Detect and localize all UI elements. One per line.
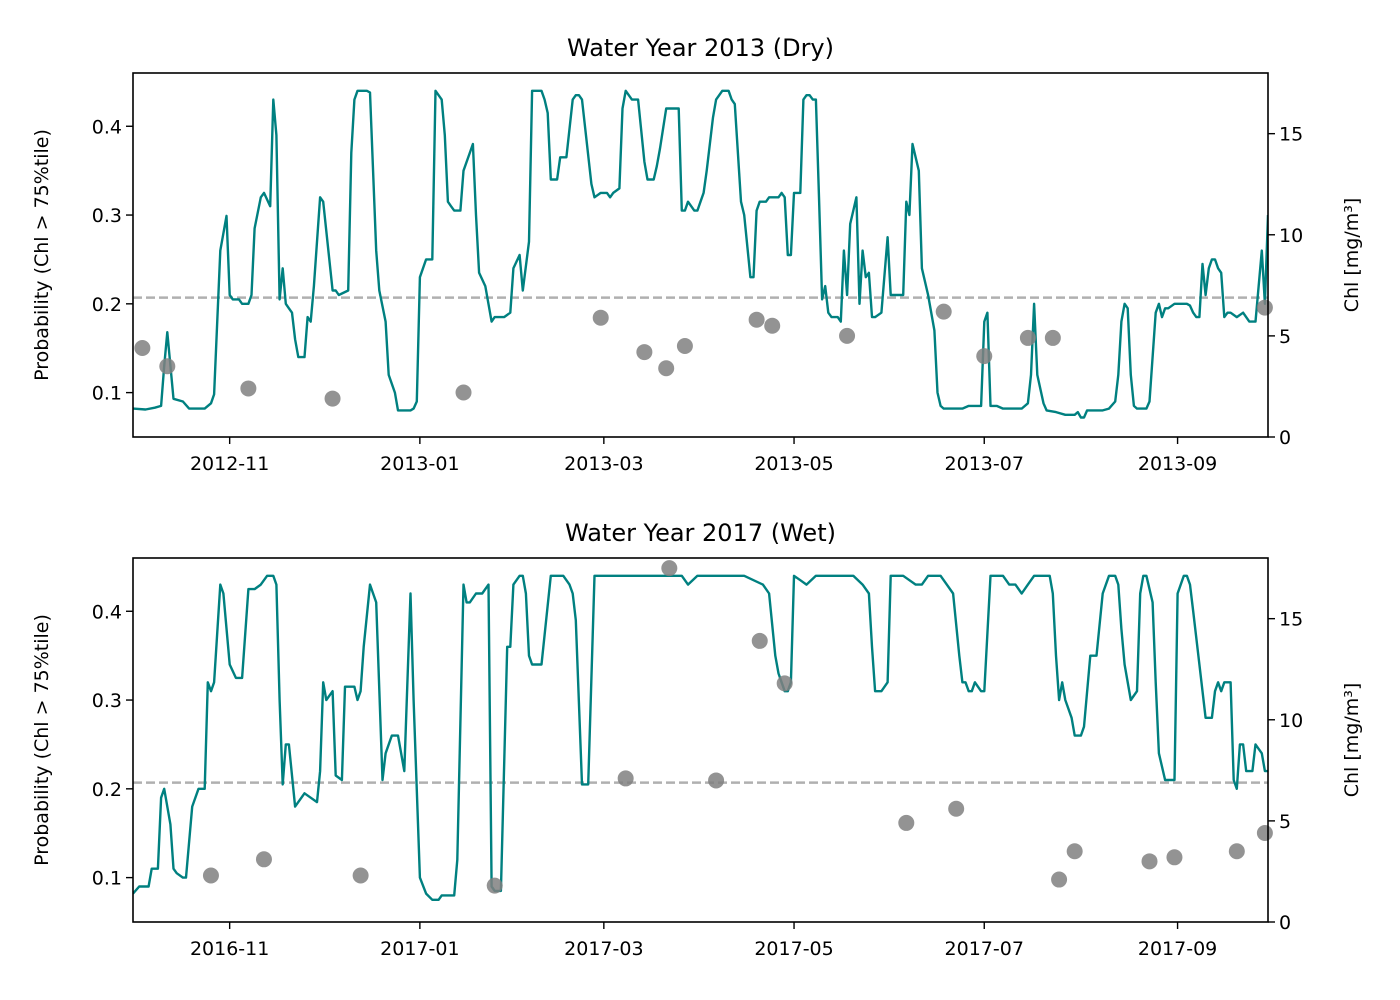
observation-point: [486, 877, 503, 894]
y-right-tick-label: 0: [1279, 912, 1291, 934]
observation-point: [948, 800, 965, 817]
observation-point: [708, 772, 725, 789]
y-tick-label: 0.4: [92, 601, 122, 623]
y-right-tick-label: 10: [1279, 710, 1303, 732]
observation-point: [1228, 843, 1245, 860]
y-right-tick-label: 5: [1279, 326, 1291, 348]
chart-title: Water Year 2017 (Wet): [565, 519, 836, 547]
y-tick-label: 0.4: [92, 116, 122, 138]
y-right-tick-label: 10: [1279, 225, 1303, 247]
y-axis-label: Probability (Chl > 75%tile): [31, 129, 53, 381]
y-tick-label: 0.1: [92, 383, 122, 405]
observation-point: [1019, 329, 1036, 346]
y-tick-label: 0.3: [92, 205, 122, 227]
observation-point: [1141, 853, 1158, 870]
x-tick-label: 2013-07: [945, 453, 1024, 475]
observation-point: [751, 632, 768, 649]
observation-point: [617, 770, 634, 787]
observation-point: [324, 390, 341, 407]
panel-water-year-2013: 0.1 0.2 0.3 0.4 0 5 10 15 2012-11 2013-01 2013-03 2…: [31, 34, 1363, 475]
x-tick-label: 2012-11: [190, 453, 269, 475]
x-tick-label: 2017-01: [380, 938, 459, 960]
observation-point: [676, 338, 693, 354]
y-right-tick-label: 5: [1279, 811, 1291, 833]
plot-frame: [132, 72, 1269, 438]
observation-point: [240, 380, 257, 397]
observation-point: [455, 384, 472, 401]
observation-point: [776, 675, 793, 692]
observation-point: [661, 560, 678, 577]
observation-point: [658, 360, 675, 377]
x-tick-label: 2016-11: [190, 938, 269, 960]
observation-point: [592, 309, 609, 326]
y-tick-label: 0.2: [92, 294, 122, 316]
observation-point: [255, 851, 272, 868]
panel-water-year-2017: 0.1 0.2 0.3 0.4 0 5 10 15 2016-11 2017-01 2017-03 2…: [31, 519, 1363, 960]
observation-point: [159, 358, 176, 375]
y-tick-label: 0.1: [92, 868, 122, 890]
observation-point: [976, 348, 993, 365]
observation-point: [764, 317, 781, 334]
y-tick-label: 0.2: [92, 779, 122, 801]
observation-point: [352, 867, 369, 884]
x-tick-label: 2013-05: [754, 453, 833, 475]
x-tick-label: 2013-09: [1138, 453, 1217, 475]
y-tick-label: 0.3: [92, 690, 122, 712]
observation-point: [898, 814, 915, 831]
y-right-tick-label: 15: [1279, 609, 1303, 631]
observation-point: [134, 340, 151, 357]
observation-point: [1066, 843, 1083, 860]
observation-point: [202, 867, 219, 884]
y-right-axis-label: Chl [mg/m³]: [1341, 198, 1363, 313]
observation-point: [748, 311, 765, 328]
x-tick-label: 2017-07: [945, 938, 1024, 960]
y-right-tick-label: 0: [1279, 427, 1291, 449]
probability-series-line: [133, 574, 1268, 901]
x-tick-label: 2013-03: [564, 453, 643, 475]
y-right-tick-label: 15: [1279, 124, 1303, 146]
observation-point: [1256, 299, 1273, 316]
y-right-axis-label: Chl [mg/m³]: [1341, 683, 1363, 798]
observation-point: [1166, 849, 1183, 866]
observation-point: [1256, 825, 1273, 842]
observation-point: [1051, 871, 1068, 888]
observation-point: [935, 303, 952, 320]
observation-point: [839, 327, 856, 344]
chart-title: Water Year 2013 (Dry): [567, 34, 834, 62]
x-tick-label: 2017-05: [754, 938, 833, 960]
x-tick-label: 2017-03: [564, 938, 643, 960]
y-axis-label: Probability (Chl > 75%tile): [31, 614, 53, 866]
plot-frame: [132, 557, 1269, 923]
x-tick-label: 2013-01: [380, 453, 459, 475]
x-tick-label: 2017-09: [1138, 938, 1217, 960]
probability-series-line: [133, 89, 1268, 419]
observation-point: [1044, 329, 1061, 346]
observation-point: [636, 344, 653, 361]
